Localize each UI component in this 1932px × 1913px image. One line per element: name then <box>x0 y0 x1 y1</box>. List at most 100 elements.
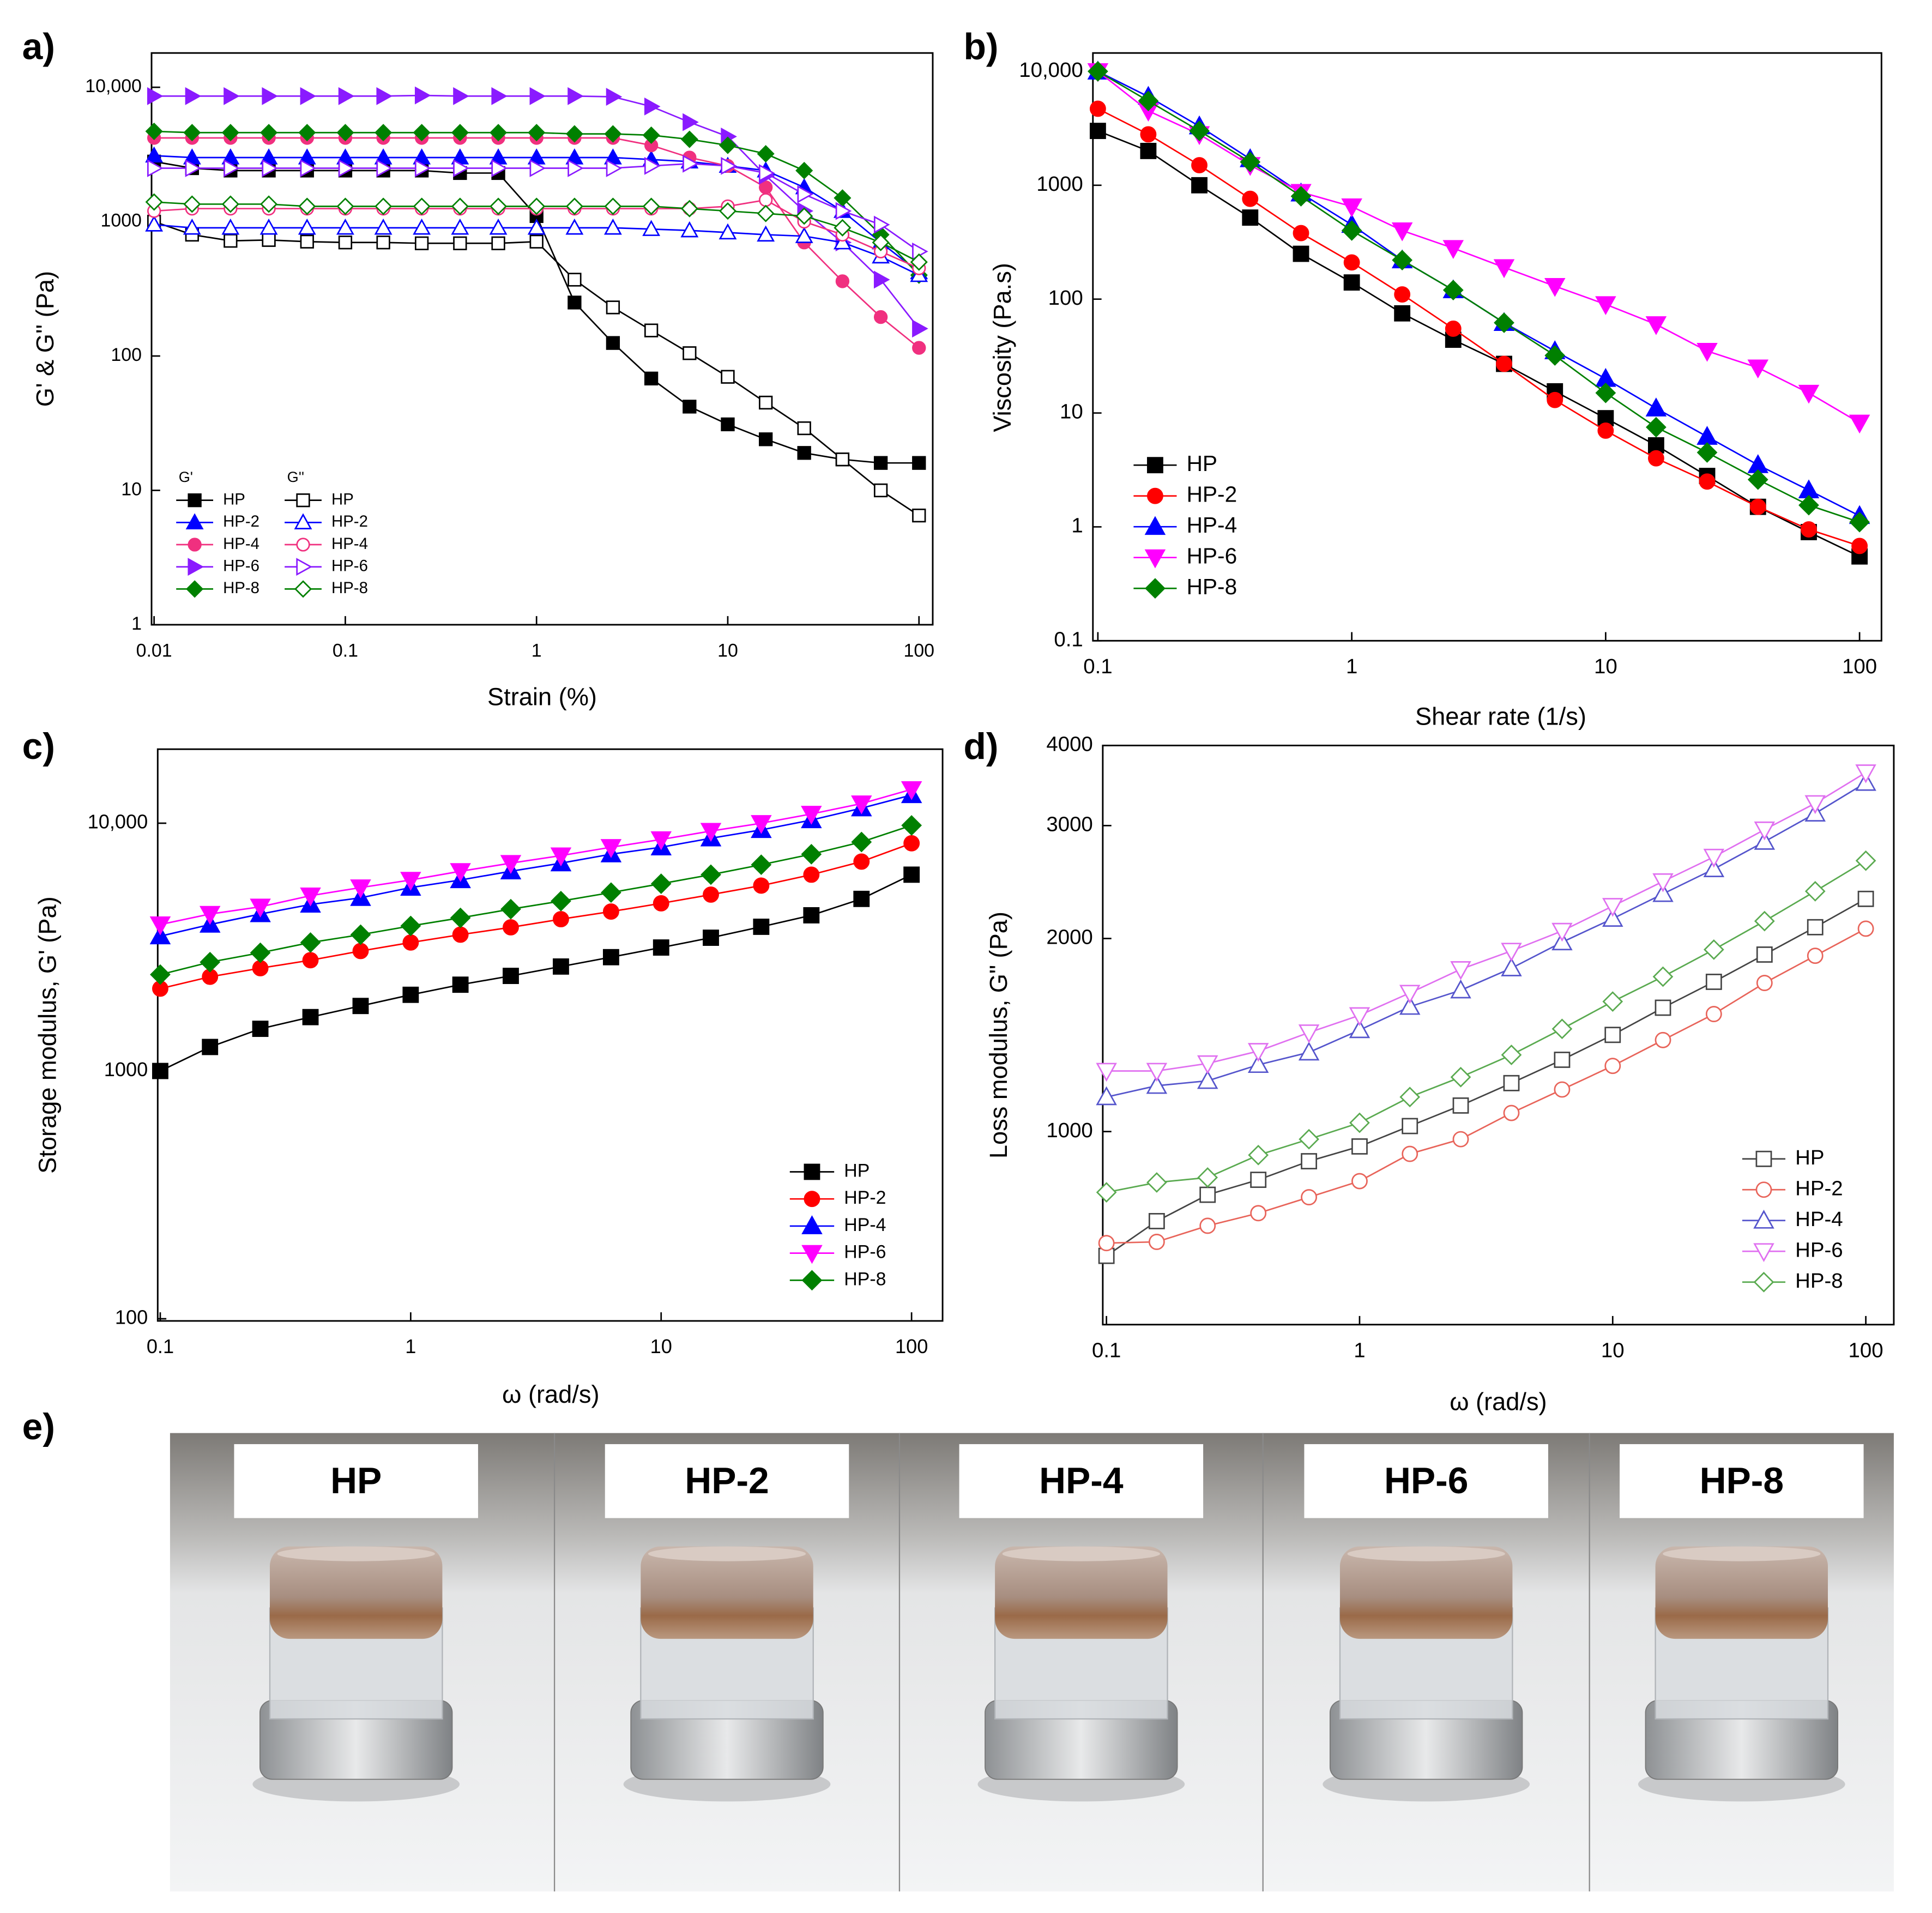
plot-frame <box>1102 744 1895 1326</box>
x-tick-label: 0.1 <box>1083 655 1112 678</box>
x-tick-label: 100 <box>1849 1339 1883 1362</box>
legend-label: HP-6 <box>844 1242 886 1263</box>
data-point <box>1146 1075 1168 1094</box>
data-point <box>300 87 317 105</box>
y-tick-label: 1 <box>1071 514 1083 538</box>
data-point <box>1197 1167 1218 1188</box>
data-point <box>450 863 471 882</box>
legend-marker <box>296 558 312 576</box>
data-point <box>873 483 888 498</box>
data-point <box>553 958 569 975</box>
data-point <box>1442 280 1464 301</box>
data-point <box>797 446 811 460</box>
data-point <box>376 159 393 177</box>
data-point <box>147 159 164 177</box>
data-point <box>650 873 672 894</box>
data-point <box>336 218 354 235</box>
y-tick-label: 10,000 <box>88 811 148 833</box>
data-point <box>528 197 546 215</box>
data-point <box>402 934 419 951</box>
data-point <box>413 124 431 142</box>
jar-gel <box>1339 1546 1513 1639</box>
data-point <box>1349 1019 1370 1039</box>
data-point <box>1652 883 1674 902</box>
data-point <box>260 195 278 213</box>
data-point <box>567 273 582 287</box>
data-point <box>835 202 852 220</box>
data-point <box>644 371 659 385</box>
data-point <box>376 236 390 250</box>
data-point <box>901 815 922 836</box>
data-point <box>352 943 369 959</box>
x-tick-label: 1 <box>1354 1339 1365 1362</box>
data-point <box>1452 1131 1469 1148</box>
data-point <box>565 197 583 215</box>
legend-label: HP-4 <box>223 535 259 553</box>
x-tick-label: 1 <box>405 1335 416 1357</box>
data-point <box>1140 142 1157 159</box>
data-point <box>1247 1054 1269 1073</box>
data-point <box>1242 190 1259 207</box>
series-line <box>1097 70 1860 523</box>
data-point <box>565 125 583 143</box>
data-point <box>1857 920 1874 937</box>
series-line <box>160 842 912 989</box>
data-point <box>252 1021 269 1037</box>
x-tick-label: 0.1 <box>147 1335 174 1357</box>
data-point <box>1098 1235 1115 1252</box>
data-point <box>452 976 469 993</box>
data-point <box>262 159 278 177</box>
data-point <box>262 87 278 105</box>
data-point <box>152 1063 168 1079</box>
legend-title: G' <box>179 468 193 485</box>
legend-marker <box>1147 457 1163 474</box>
legend-label: HP-6 <box>223 557 259 575</box>
data-point <box>1242 209 1259 226</box>
legend-label: HP-2 <box>844 1187 886 1208</box>
data-point <box>1655 999 1671 1016</box>
data-point <box>1148 1234 1165 1250</box>
data-point <box>1399 1087 1421 1108</box>
data-point <box>1595 382 1616 403</box>
data-point <box>414 236 429 250</box>
data-point <box>751 815 772 834</box>
jar-highlight <box>1002 1546 1160 1561</box>
data-point <box>851 795 872 814</box>
data-point <box>1749 498 1766 515</box>
data-point <box>1544 345 1566 366</box>
data-point <box>400 915 421 937</box>
legend-marker <box>186 580 204 598</box>
data-point <box>1655 1031 1671 1048</box>
data-point <box>803 907 820 924</box>
data-point <box>1705 974 1722 990</box>
y-axis-label: Storage modulus, G' (Pa) <box>33 896 61 1173</box>
y-tick-label: 0.1 <box>1054 627 1083 651</box>
legend-label: HP <box>1795 1146 1824 1169</box>
data-point <box>795 207 813 225</box>
data-point <box>653 895 669 912</box>
data-point <box>721 370 735 384</box>
legend-marker <box>804 1191 820 1208</box>
data-point <box>1696 442 1718 463</box>
data-point <box>797 421 811 436</box>
panel-label: e) <box>22 1407 55 1447</box>
data-point <box>1293 245 1309 262</box>
data-point <box>1496 355 1512 372</box>
data-point <box>606 88 623 106</box>
legend-label: HP <box>331 490 354 508</box>
data-point <box>302 1009 319 1025</box>
data-point <box>199 906 221 925</box>
data-point <box>1089 123 1106 140</box>
data-point <box>753 877 770 894</box>
y-tick-label: 4000 <box>1046 733 1092 756</box>
legend-marker <box>1753 1243 1774 1262</box>
data-point <box>803 866 820 883</box>
data-point <box>1191 157 1208 173</box>
series-line <box>1097 70 1860 424</box>
data-point <box>757 145 775 163</box>
x-tick-label: 0.1 <box>1092 1339 1121 1362</box>
legend-marker <box>1753 1210 1774 1229</box>
legend-marker <box>296 538 310 552</box>
label-box <box>1620 1444 1864 1518</box>
data-point <box>224 87 240 105</box>
